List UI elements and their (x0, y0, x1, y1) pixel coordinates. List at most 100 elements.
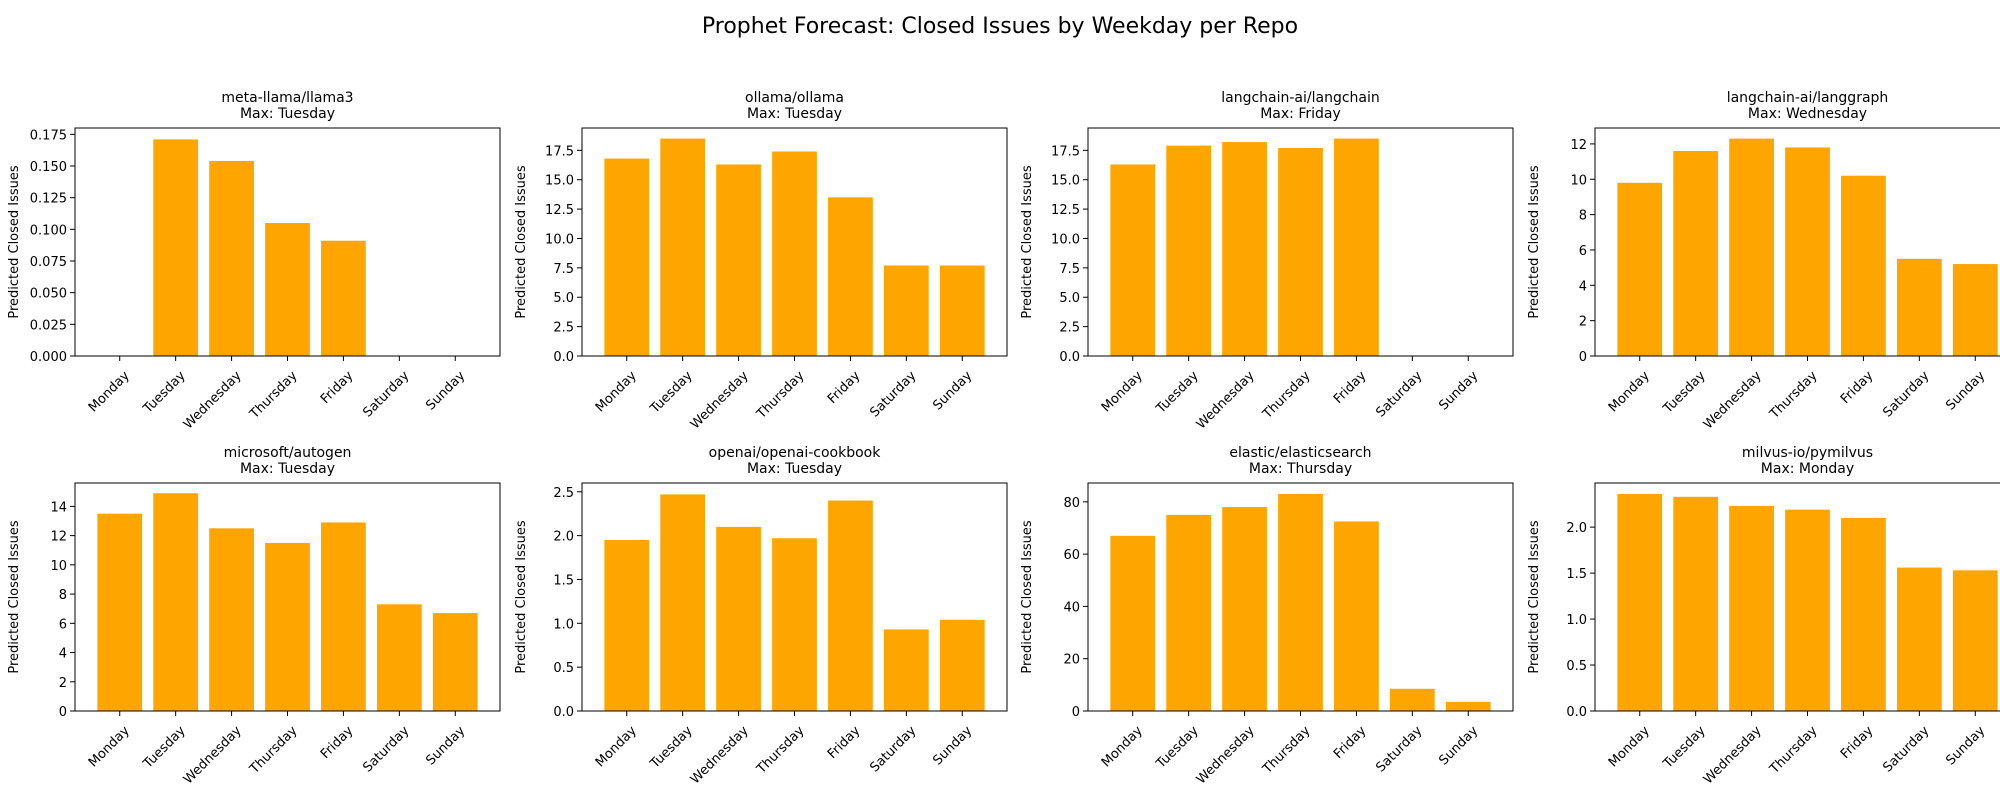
chart-title: microsoft/autogen Max: Tuesday (224, 445, 352, 477)
y-tick-label: 10.0 (1051, 232, 1080, 247)
y-tick-label: 5.0 (1059, 291, 1080, 306)
y-tick-label: 0.175 (30, 128, 67, 143)
bar-thursday (265, 223, 310, 356)
bar-saturday (883, 265, 929, 356)
bar-monday (604, 540, 650, 711)
bar-tuesday (153, 493, 199, 711)
bar-friday (321, 522, 366, 711)
y-tick-label: 2 (1579, 315, 1587, 330)
y-tick-label: 7.5 (1059, 262, 1080, 277)
bar-tuesday (660, 494, 706, 711)
y-tick-label: 15.0 (1051, 174, 1080, 189)
y-tick-label: 5.0 (553, 291, 574, 306)
bar-tuesday (1673, 150, 1719, 356)
y-tick-label: 8 (59, 588, 67, 603)
y-tick-label: 7.5 (553, 262, 574, 277)
y-tick-label: 0.100 (30, 223, 67, 238)
y-tick-label: 17.5 (1051, 144, 1080, 159)
bar-monday (1617, 182, 1663, 356)
y-tick-label: 4 (1579, 279, 1587, 294)
bar-thursday (265, 542, 310, 711)
y-tick-label: 10.0 (545, 232, 574, 247)
plot-frame (1087, 482, 1514, 712)
y-tick-label: 8 (1579, 209, 1587, 224)
y-tick-label: 10 (50, 559, 67, 574)
chart-title: langchain-ai/langchain Max: Friday (1221, 90, 1380, 122)
bar-friday (1334, 521, 1379, 711)
y-tick-label: 0.0 (1059, 350, 1080, 365)
bar-sunday (1952, 570, 1998, 711)
y-tick-label: 2.5 (553, 321, 574, 336)
y-tick-label: 12 (50, 530, 67, 545)
y-tick-label: 0.0 (1566, 705, 1587, 720)
y-tick-label: 2.0 (553, 530, 574, 545)
plot-frame (1594, 482, 2000, 712)
y-tick-label: 0 (59, 705, 67, 720)
bar-friday (1841, 175, 1886, 356)
y-tick-label: 1.5 (553, 573, 574, 588)
bar-tuesday (1673, 496, 1719, 711)
y-axis-label: Predicted Closed Issues (1020, 165, 1035, 319)
y-tick-label: 0.0 (553, 350, 574, 365)
bar-wednesday (209, 528, 254, 711)
y-tick-label: 0.150 (30, 160, 67, 175)
y-axis-label: Predicted Closed Issues (7, 165, 22, 319)
plot-frame (74, 127, 501, 357)
y-tick-label: 80 (1063, 496, 1080, 511)
y-tick-label: 1.0 (553, 617, 574, 632)
bar-sunday (939, 265, 985, 356)
y-tick-label: 2.5 (1059, 321, 1080, 336)
bar-saturday (883, 629, 929, 711)
y-tick-label: 0.0 (553, 705, 574, 720)
y-axis-label: Predicted Closed Issues (514, 165, 529, 319)
bar-thursday (1785, 147, 1830, 356)
figure-title: Prophet Forecast: Closed Issues by Weekd… (702, 14, 1298, 39)
bar-thursday (772, 538, 817, 711)
y-tick-label: 6 (1579, 244, 1587, 259)
bar-sunday (1445, 701, 1491, 711)
y-tick-label: 14 (50, 500, 67, 515)
y-tick-label: 40 (1063, 600, 1080, 615)
y-tick-label: 17.5 (545, 144, 574, 159)
y-tick-label: 12.5 (545, 203, 574, 218)
y-tick-label: 0 (1072, 705, 1080, 720)
y-tick-label: 60 (1063, 548, 1080, 563)
bar-friday (828, 500, 873, 711)
y-tick-label: 0.025 (30, 318, 67, 333)
bar-wednesday (1222, 507, 1267, 711)
y-axis-label: Predicted Closed Issues (1020, 520, 1035, 674)
bar-thursday (1278, 147, 1323, 356)
y-axis-label: Predicted Closed Issues (7, 520, 22, 674)
chart-panel-7: elastic/elasticsearch Max: ThursdayMonday… (1020, 445, 1514, 787)
bar-wednesday (209, 160, 254, 356)
bar-sunday (432, 613, 478, 711)
bar-saturday (376, 604, 422, 711)
plot-frame (74, 482, 501, 712)
y-tick-label: 12 (1570, 138, 1587, 153)
chart-title: elastic/elasticsearch Max: Thursday (1229, 445, 1371, 477)
bar-wednesday (1729, 138, 1774, 356)
bar-saturday (1896, 258, 1942, 356)
y-tick-label: 2.5 (553, 486, 574, 501)
bar-monday (1110, 535, 1156, 711)
y-axis-label: Predicted Closed Issues (1527, 165, 1542, 319)
bar-tuesday (153, 139, 199, 356)
bar-wednesday (716, 164, 761, 356)
y-tick-label: 20 (1063, 653, 1080, 668)
bar-thursday (772, 151, 817, 356)
y-tick-label: 15.0 (545, 174, 574, 189)
y-tick-label: 0.5 (1566, 659, 1587, 674)
y-tick-label: 1.5 (1566, 567, 1587, 582)
y-tick-label: 0.075 (30, 255, 67, 270)
y-tick-label: 2 (59, 676, 67, 691)
bar-wednesday (1222, 142, 1267, 356)
y-tick-label: 4 (59, 647, 67, 662)
bar-tuesday (660, 138, 706, 356)
y-tick-label: 0.050 (30, 287, 67, 302)
chart-title: langchain-ai/langgraph Max: Wednesday (1727, 90, 1889, 122)
bar-monday (1617, 494, 1663, 711)
bar-thursday (1278, 493, 1323, 711)
plot-frame (581, 482, 1008, 712)
